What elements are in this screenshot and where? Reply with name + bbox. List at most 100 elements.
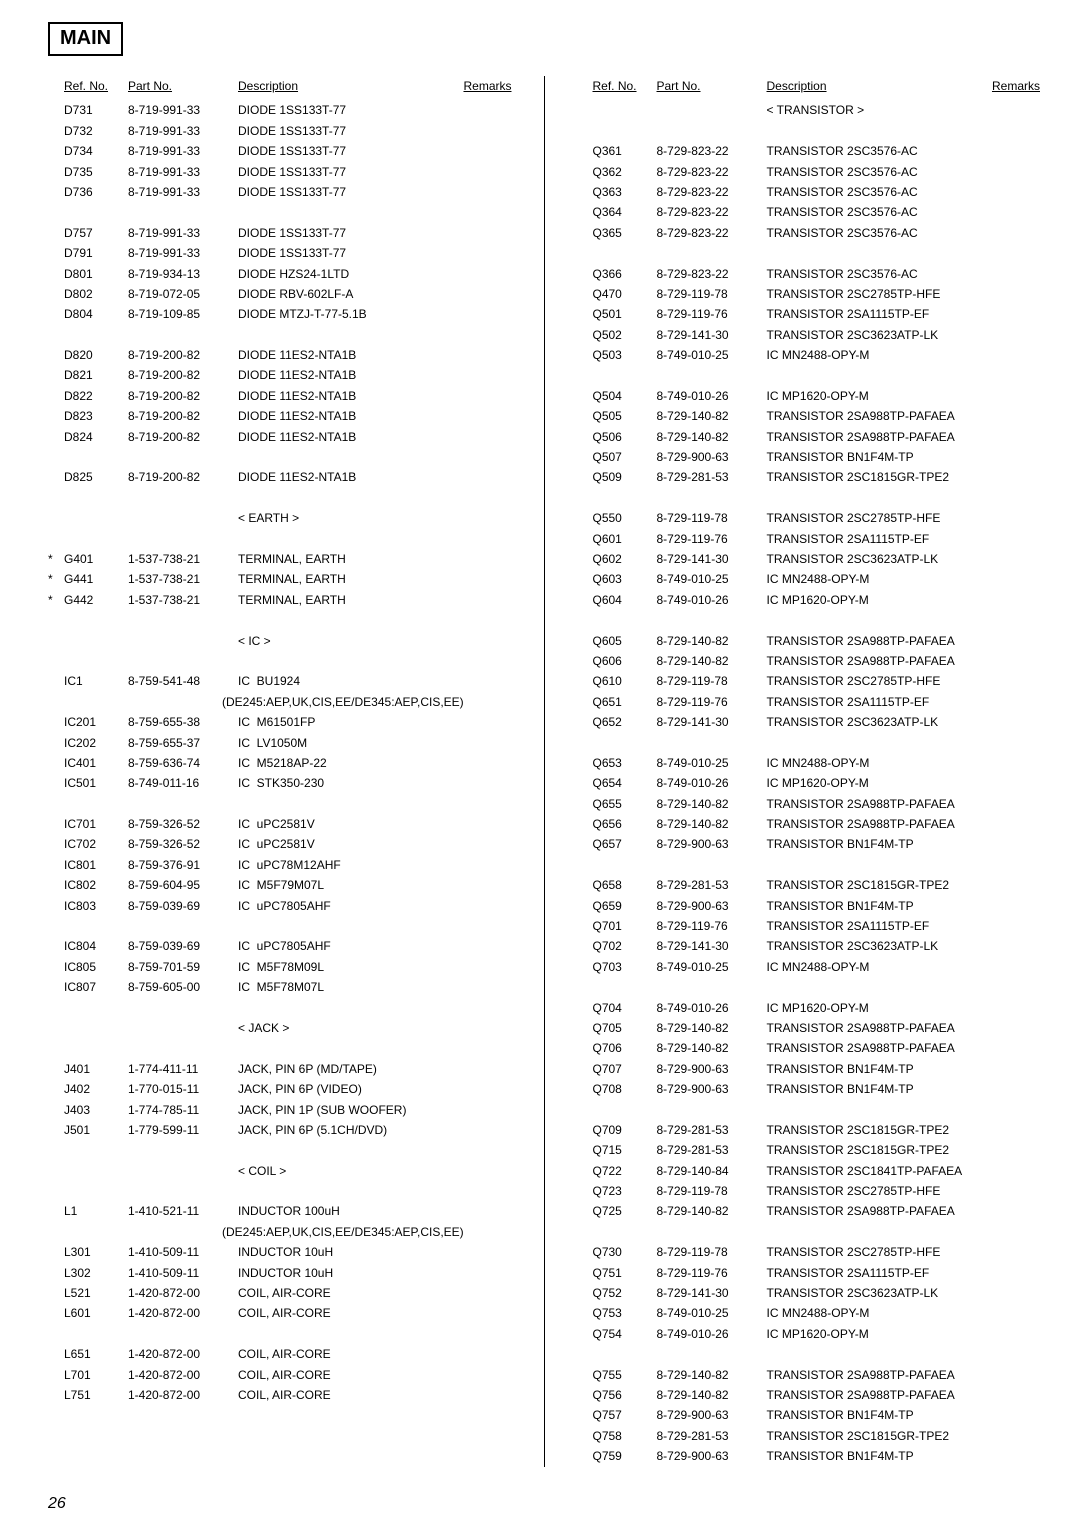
row-part: 8-729-823-22 <box>657 141 767 161</box>
row-spacer <box>48 488 512 508</box>
part-row: D8048-719-109-85DIODE MTZJ-T-77-5.1B <box>48 304 512 324</box>
row-star <box>48 1283 64 1303</box>
row-ref: IC401 <box>64 753 128 773</box>
row-part: 8-729-140-82 <box>657 1038 767 1058</box>
row-part: 8-719-991-33 <box>128 162 238 182</box>
row-part: 8-729-900-63 <box>657 447 767 467</box>
row-ref: Q753 <box>593 1303 657 1323</box>
row-ref: Q723 <box>593 1181 657 1201</box>
row-star <box>577 325 593 345</box>
row-star <box>48 427 64 447</box>
row-part: 8-729-140-82 <box>657 1385 767 1405</box>
part-row: Q6108-729-119-78TRANSISTOR 2SC2785TP-HFE <box>577 671 1041 691</box>
row-desc: JACK, PIN 1P (SUB WOOFER) <box>238 1100 512 1120</box>
row-ref: Q759 <box>593 1446 657 1466</box>
part-row: Q3648-729-823-22TRANSISTOR 2SC3576-AC <box>577 202 1041 222</box>
row-desc: IC MP1620-OPY-M <box>767 998 1041 1018</box>
part-row: Q3658-729-823-22TRANSISTOR 2SC3576-AC <box>577 223 1041 243</box>
row-ref: D732 <box>64 121 128 141</box>
row-ref: Q366 <box>593 264 657 284</box>
row-star <box>577 590 593 610</box>
row-desc: DIODE 1SS133T-77 <box>238 243 512 263</box>
row-ref: D821 <box>64 365 128 385</box>
section-label-row: < TRANSISTOR > <box>577 100 1041 120</box>
row-desc: IC M5F79M07L <box>238 875 512 895</box>
row-ref: Q361 <box>593 141 657 161</box>
row-star <box>577 1140 593 1160</box>
row-desc: TRANSISTOR 2SA988TP-PAFAEA <box>767 814 1041 834</box>
row-part: 8-749-011-16 <box>128 773 238 793</box>
part-row: Q5098-729-281-53TRANSISTOR 2SC1815GR-TPE… <box>577 467 1041 487</box>
part-row: Q6038-749-010-25IC MN2488-OPY-M <box>577 569 1041 589</box>
row-part: 1-537-738-21 <box>128 549 238 569</box>
row-star <box>577 671 593 691</box>
part-row: J5011-779-599-11JACK, PIN 6P (5.1CH/DVD) <box>48 1120 512 1140</box>
part-row: D8228-719-200-82DIODE 11ES2-NTA1B <box>48 386 512 406</box>
row-part: 8-729-140-82 <box>657 651 767 671</box>
row-star <box>577 447 593 467</box>
section-label-row: < JACK > <box>48 1018 512 1038</box>
part-row: Q7238-729-119-78TRANSISTOR 2SC2785TP-HFE <box>577 1181 1041 1201</box>
part-row: IC4018-759-636-74IC M5218AP-22 <box>48 753 512 773</box>
row-star <box>577 345 593 365</box>
row-star <box>577 875 593 895</box>
row-star <box>577 998 593 1018</box>
part-row: Q7308-729-119-78TRANSISTOR 2SC2785TP-HFE <box>577 1242 1041 1262</box>
part-row: Q5038-749-010-25IC MN2488-OPY-M <box>577 345 1041 365</box>
row-ref: Q504 <box>593 386 657 406</box>
row-spacer <box>48 1038 512 1058</box>
row-star <box>577 1079 593 1099</box>
row-star <box>577 1405 593 1425</box>
row-ref: IC201 <box>64 712 128 732</box>
row-desc: IC MN2488-OPY-M <box>767 957 1041 977</box>
row-star <box>577 1365 593 1385</box>
row-star <box>48 467 64 487</box>
row-desc: COIL, AIR-CORE <box>238 1365 512 1385</box>
row-part: 8-719-991-33 <box>128 243 238 263</box>
row-ref: Q362 <box>593 162 657 182</box>
row-desc: COIL, AIR-CORE <box>238 1344 512 1364</box>
row-star <box>48 406 64 426</box>
row-part: 8-729-119-78 <box>657 671 767 691</box>
row-desc: TRANSISTOR 2SA988TP-PAFAEA <box>767 1365 1041 1385</box>
part-row: Q6018-729-119-76TRANSISTOR 2SA1115TP-EF <box>577 529 1041 549</box>
row-ref: Q658 <box>593 875 657 895</box>
part-row: IC2028-759-655-37IC LV1050M <box>48 733 512 753</box>
row-star: * <box>48 549 64 569</box>
part-row: Q5078-729-900-63TRANSISTOR BN1F4M-TP <box>577 447 1041 467</box>
right-header-row: Ref. No. Part No. Description Remarks <box>577 76 1041 96</box>
part-row: Q7098-729-281-53TRANSISTOR 2SC1815GR-TPE… <box>577 1120 1041 1140</box>
part-row: D7578-719-991-33DIODE 1SS133T-77 <box>48 223 512 243</box>
row-ref: G401 <box>64 549 128 569</box>
row-part: 8-749-010-26 <box>657 386 767 406</box>
row-desc: IC uPC2581V <box>238 834 512 854</box>
row-desc: TRANSISTOR BN1F4M-TP <box>767 834 1041 854</box>
part-row: Q5058-729-140-82TRANSISTOR 2SA988TP-PAFA… <box>577 406 1041 426</box>
left-header-row: Ref. No. Part No. Description Remarks <box>48 76 512 96</box>
row-ref: Q725 <box>593 1201 657 1221</box>
row-part: 8-729-140-82 <box>657 794 767 814</box>
row-desc: TRANSISTOR 2SA988TP-PAFAEA <box>767 1201 1041 1221</box>
row-ref: D757 <box>64 223 128 243</box>
row-ref: J403 <box>64 1100 128 1120</box>
part-row: D8248-719-200-82DIODE 11ES2-NTA1B <box>48 427 512 447</box>
part-row: Q7578-729-900-63TRANSISTOR BN1F4M-TP <box>577 1405 1041 1425</box>
row-part: 1-420-872-00 <box>128 1303 238 1323</box>
part-row: Q7158-729-281-53TRANSISTOR 2SC1815GR-TPE… <box>577 1140 1041 1160</box>
row-desc: TRANSISTOR 2SC1815GR-TPE2 <box>767 1120 1041 1140</box>
row-desc: TRANSISTOR 2SA1115TP-EF <box>767 916 1041 936</box>
row-star <box>48 773 64 793</box>
row-part: 8-729-900-63 <box>657 1079 767 1099</box>
row-part: 8-729-140-82 <box>657 1018 767 1038</box>
row-spacer <box>577 977 1041 997</box>
row-desc: IC STK350-230 <box>238 773 512 793</box>
row-desc: IC M5F78M07L <box>238 977 512 997</box>
part-row: D8258-719-200-82DIODE 11ES2-NTA1B <box>48 467 512 487</box>
part-row: Q6538-749-010-25IC MN2488-OPY-M <box>577 753 1041 773</box>
row-part: 8-719-200-82 <box>128 427 238 447</box>
row-star <box>577 569 593 589</box>
row-ref: Q751 <box>593 1263 657 1283</box>
row-desc: TRANSISTOR 2SC1815GR-TPE2 <box>767 1426 1041 1446</box>
row-ref: Q701 <box>593 916 657 936</box>
part-row: Q3628-729-823-22TRANSISTOR 2SC3576-AC <box>577 162 1041 182</box>
